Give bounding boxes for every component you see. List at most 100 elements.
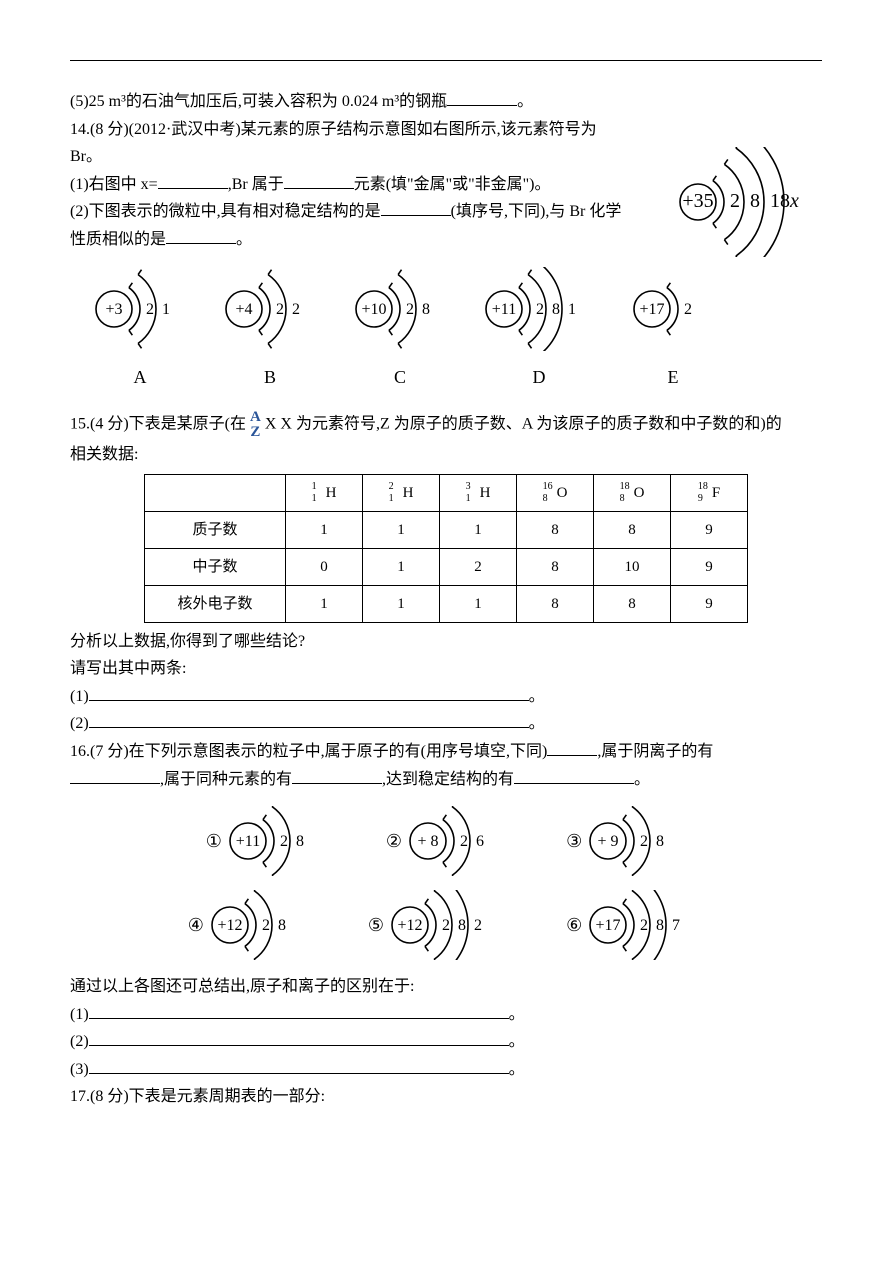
q15-head: 15.(4 分)下表是某原子(在 AZ X X 为元素符号,Z 为原子的质子数、… <box>70 410 822 440</box>
th: 31H <box>440 474 517 511</box>
q16-item-5: ⑤+12282 <box>368 890 506 960</box>
top-rule <box>70 60 822 61</box>
row-label: 质子数 <box>145 511 286 548</box>
q16-head: 16.(7 分)在下列示意图表示的粒子中,属于原子的有(用序号填空,下同),属于… <box>70 739 822 765</box>
blank <box>514 767 634 784</box>
svg-text:+11: +11 <box>236 833 260 850</box>
label: C <box>350 363 450 392</box>
svg-text:8: 8 <box>296 833 304 850</box>
blank <box>292 767 382 784</box>
blank <box>89 711 529 728</box>
svg-text:+4: +4 <box>235 301 252 318</box>
q15-write2: 请写出其中两条: <box>70 656 822 682</box>
cell: 1 <box>363 548 440 585</box>
cell: 1 <box>363 511 440 548</box>
cell: 10 <box>594 548 671 585</box>
q14-main-atom: +352818x <box>672 147 852 266</box>
atom-svg-q16-2: + 826 <box>406 806 506 876</box>
num: ④ <box>188 911 204 940</box>
q16-item-6: ⑥+17287 <box>566 890 704 960</box>
cell: 1 <box>286 511 363 548</box>
svg-text:8: 8 <box>750 190 760 212</box>
table-row: 核外电子数 1 1 1 8 8 9 <box>145 585 748 622</box>
blank <box>284 172 354 189</box>
row-label: 中子数 <box>145 548 286 585</box>
svg-text:8: 8 <box>552 301 560 318</box>
cell: 9 <box>671 585 748 622</box>
atom-svg-C: +1028 <box>350 267 450 351</box>
blank <box>447 89 517 106</box>
svg-text:7: 7 <box>672 917 680 934</box>
svg-text:2: 2 <box>292 301 300 318</box>
svg-text:2: 2 <box>262 917 270 934</box>
q13-text: (5)25 m³的石油气加压后,可装入容积为 0.024 m³的钢瓶 <box>70 93 447 110</box>
blank <box>89 1057 509 1074</box>
cell: 1 <box>440 585 517 622</box>
cell: 9 <box>671 511 748 548</box>
th: 11H <box>286 474 363 511</box>
q14-opt-A: +321A <box>90 267 190 392</box>
blank <box>381 199 451 216</box>
atom-svg-main: +352818x <box>672 147 852 257</box>
blank <box>547 739 597 756</box>
th: 188O <box>594 474 671 511</box>
q16-c3: (3)。 <box>70 1057 822 1083</box>
q16-item-2: ②+ 826 <box>386 806 506 876</box>
blank <box>89 1002 509 1019</box>
table-row: 质子数 1 1 1 8 8 9 <box>145 511 748 548</box>
svg-text:x: x <box>789 190 799 212</box>
svg-text:+35: +35 <box>682 190 713 212</box>
q16-row1: ①+1128 ②+ 826 ③+ 928 <box>70 806 822 876</box>
q16-item-1: ①+1128 <box>206 806 326 876</box>
az-notation: AZ <box>250 410 261 440</box>
atom-svg-q16-4: +1228 <box>208 890 308 960</box>
q17-head: 17.(8 分)下表是元素周期表的一部分: <box>70 1084 822 1110</box>
q16-c2: (2)。 <box>70 1029 822 1055</box>
q16-c1: (1)。 <box>70 1002 822 1028</box>
q16-conclude: 通过以上各图还可总结出,原子和离子的区别在于: <box>70 974 822 1000</box>
cell: 8 <box>594 585 671 622</box>
q16-row2: ④+1228 ⑤+12282 ⑥+17287 <box>70 890 822 960</box>
cell: 8 <box>517 548 594 585</box>
label: D <box>480 363 598 392</box>
q14-opt-B: +422B <box>220 267 320 392</box>
svg-text:+17: +17 <box>596 917 621 934</box>
svg-text:8: 8 <box>656 917 664 934</box>
atom-svg-q16-6: +17287 <box>586 890 704 960</box>
svg-text:8: 8 <box>278 917 286 934</box>
atom-svg-A: +3 21 <box>90 267 190 351</box>
cell: 8 <box>594 511 671 548</box>
q14-opt-E: +172E <box>628 267 718 392</box>
cell: 9 <box>671 548 748 585</box>
svg-text:1: 1 <box>162 301 170 318</box>
label: B <box>220 363 320 392</box>
q16-item-4: ④+1228 <box>188 890 308 960</box>
cell: 8 <box>517 585 594 622</box>
svg-text:2: 2 <box>730 190 740 212</box>
blank <box>70 767 160 784</box>
svg-text:2: 2 <box>280 833 288 850</box>
atom-svg-D: +11281 <box>480 267 598 351</box>
q14-block: +352818x 14.(8 分)(2012·武汉中考)某元素的原子结构示意图如… <box>70 117 822 253</box>
q15-head2: 相关数据: <box>70 442 822 468</box>
svg-text:+3: +3 <box>105 301 122 318</box>
cell: 8 <box>517 511 594 548</box>
svg-text:+17: +17 <box>639 301 664 318</box>
blank <box>89 684 529 701</box>
cell: 1 <box>363 585 440 622</box>
th: 189F <box>671 474 748 511</box>
q15-l2: (2)。 <box>70 711 822 737</box>
q15-table: 11H 21H 31H 168O 188O 189F 质子数 1 1 1 8 8… <box>144 474 748 623</box>
svg-text:2: 2 <box>640 833 648 850</box>
q14-opt-D: +11281 D <box>480 267 598 392</box>
th: 21H <box>363 474 440 511</box>
svg-text:8: 8 <box>656 833 664 850</box>
svg-text:2: 2 <box>536 301 544 318</box>
svg-text:2: 2 <box>146 301 154 318</box>
num: ⑤ <box>368 911 384 940</box>
svg-text:8: 8 <box>458 917 466 934</box>
blank <box>158 172 228 189</box>
num: ⑥ <box>566 911 582 940</box>
q13-period: 。 <box>517 93 533 110</box>
atom-svg-q16-3: + 928 <box>586 806 686 876</box>
